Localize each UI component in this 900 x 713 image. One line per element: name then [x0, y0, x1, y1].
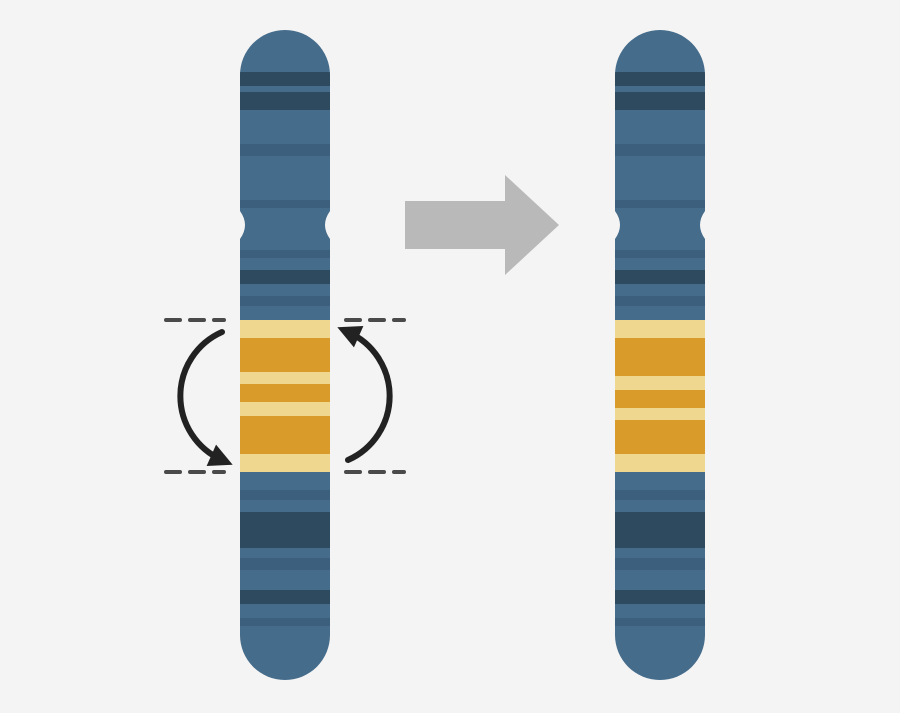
chromosome-before	[238, 30, 332, 680]
chromosome-inversion-diagram	[0, 0, 900, 713]
background	[0, 0, 900, 713]
chromosome-after	[613, 30, 707, 680]
